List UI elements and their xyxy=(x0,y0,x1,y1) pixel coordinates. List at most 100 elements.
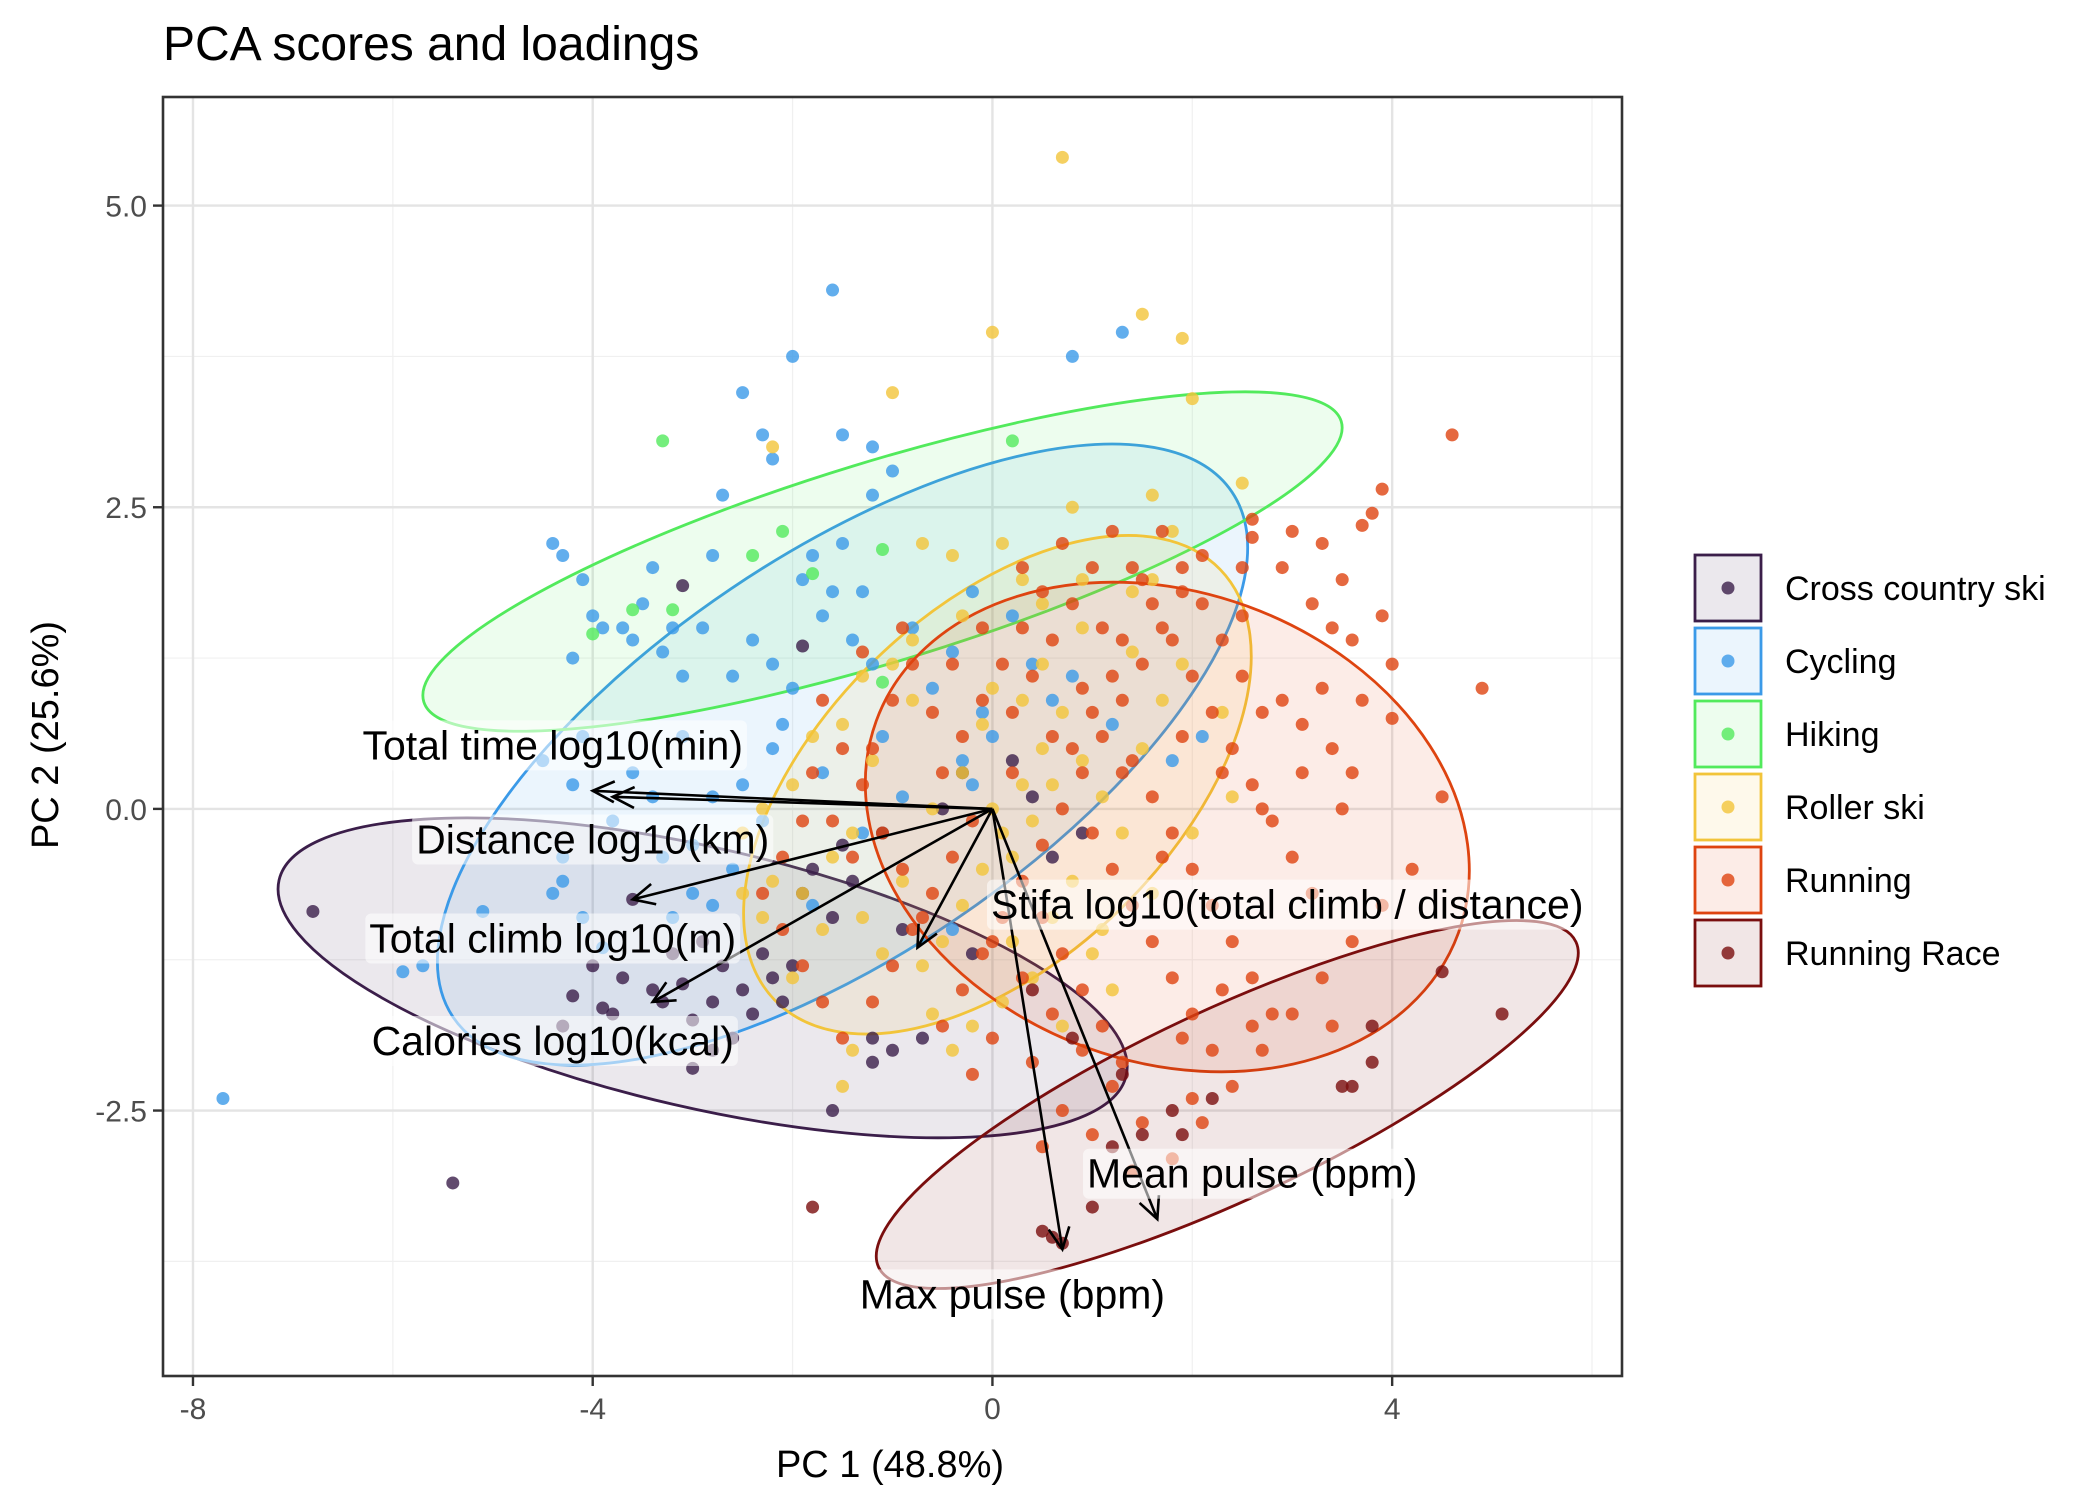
point-running xyxy=(1095,1019,1109,1033)
point-roller-ski xyxy=(796,886,810,900)
point-cycling xyxy=(1195,730,1209,743)
point-cycling xyxy=(886,464,899,478)
point-roller-ski xyxy=(786,778,800,792)
point-cross-country-ski xyxy=(596,1001,610,1015)
point-running xyxy=(1335,573,1349,587)
point-roller-ski xyxy=(1165,524,1179,538)
point-cycling xyxy=(975,705,989,719)
point-roller-ski xyxy=(1175,657,1189,671)
point-roller-ski xyxy=(1045,778,1059,792)
point-running xyxy=(985,935,999,949)
point-cycling xyxy=(776,717,790,731)
point-roller-ski xyxy=(766,874,780,888)
point-roller-ski xyxy=(965,1019,979,1033)
point-running xyxy=(856,778,870,792)
point-running xyxy=(826,814,840,828)
legend-label-hiking: Hiking xyxy=(1785,716,1879,754)
point-running xyxy=(1075,766,1089,780)
point-cycling xyxy=(546,886,560,900)
point-running xyxy=(1205,705,1219,719)
point-running xyxy=(1085,705,1099,719)
x-tick-label: 0 xyxy=(984,1393,1001,1426)
point-cycling xyxy=(1165,754,1179,768)
point-roller-ski xyxy=(886,657,899,671)
loading-label-background xyxy=(365,913,741,964)
point-running xyxy=(975,947,989,961)
point-roller-ski xyxy=(1185,392,1199,406)
point-cycling xyxy=(746,633,760,647)
point-cycling xyxy=(856,826,870,840)
loading-arrow xyxy=(652,807,994,1004)
point-roller-ski xyxy=(1175,331,1189,345)
point-cycling xyxy=(766,452,780,466)
point-running xyxy=(856,645,870,659)
loading-arrow xyxy=(612,795,993,811)
point-running xyxy=(1235,609,1249,623)
point-hiking xyxy=(1005,434,1019,448)
point-cross-country-ski xyxy=(1025,790,1039,804)
point-running-race xyxy=(1365,1019,1379,1033)
loading-label: Stifa log10(total climb / distance) xyxy=(991,882,1584,928)
point-roller-ski xyxy=(766,440,780,454)
point-running xyxy=(846,850,860,864)
point-hiking xyxy=(666,603,680,617)
point-roller-ski xyxy=(1015,693,1029,707)
point-running-race xyxy=(806,1200,820,1214)
point-running xyxy=(1015,621,1029,635)
point-running-race xyxy=(1495,1007,1509,1021)
loading-arrowhead xyxy=(1138,1195,1161,1222)
point-roller-ski xyxy=(985,681,999,695)
point-roller-ski xyxy=(975,862,989,876)
point-cycling xyxy=(676,669,690,683)
point-running xyxy=(1165,826,1179,840)
point-running xyxy=(1245,971,1259,985)
y-tick-label: 2.5 xyxy=(105,492,147,525)
point-roller-ski xyxy=(1105,983,1119,997)
point-roller-ski xyxy=(736,886,750,900)
point-cross-country-ski xyxy=(736,983,750,997)
point-running xyxy=(1355,693,1369,707)
point-running xyxy=(1125,754,1139,768)
point-roller-ski xyxy=(905,633,919,647)
point-cycling xyxy=(716,488,730,502)
loading-arrows xyxy=(589,780,1161,1253)
loading-label: Calories log10(kcal) xyxy=(372,1018,734,1064)
point-running xyxy=(1345,766,1359,780)
point-running xyxy=(1055,947,1069,961)
point-running-race xyxy=(1165,1104,1179,1118)
point-roller-ski xyxy=(895,874,909,888)
point-running xyxy=(1225,742,1239,756)
point-cycling xyxy=(546,536,560,550)
point-running-race xyxy=(1025,983,1039,997)
point-running xyxy=(1085,561,1099,575)
y-tick-label: 5.0 xyxy=(105,191,147,224)
point-running xyxy=(1245,778,1259,792)
point-cross-country-ski xyxy=(826,910,840,924)
point-roller-ski xyxy=(1035,657,1049,671)
point-roller-ski xyxy=(1065,500,1079,514)
point-running xyxy=(1375,609,1389,623)
point-running xyxy=(1245,530,1259,544)
plot-border xyxy=(161,95,1624,1378)
point-cycling xyxy=(726,669,740,683)
point-running xyxy=(1285,850,1299,864)
point-running xyxy=(1155,621,1169,635)
point-running xyxy=(1325,1019,1339,1033)
point-roller-ski xyxy=(1025,814,1039,828)
point-roller-ski xyxy=(945,549,959,563)
plot-frame xyxy=(161,95,1624,1378)
legend-point-running xyxy=(1721,873,1735,887)
point-roller-ski xyxy=(975,717,989,731)
point-running xyxy=(1295,717,1309,731)
point-roller-ski xyxy=(955,609,969,623)
point-roller-ski xyxy=(1135,742,1149,756)
legend-point-cycling xyxy=(1721,654,1735,668)
point-running xyxy=(995,657,1009,671)
point-cross-country-ski xyxy=(766,971,780,985)
point-cycling xyxy=(1115,325,1129,339)
point-cross-country-ski xyxy=(886,1043,899,1057)
point-running xyxy=(965,1067,979,1081)
loading-label-background xyxy=(855,1269,1170,1320)
loading-arrowhead xyxy=(589,780,616,804)
